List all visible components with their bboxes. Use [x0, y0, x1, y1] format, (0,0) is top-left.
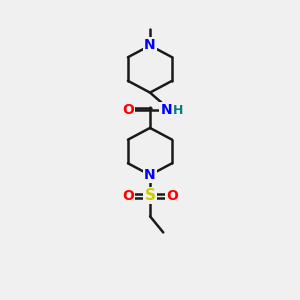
Text: N: N — [160, 103, 172, 117]
Text: S: S — [145, 188, 155, 203]
Text: O: O — [122, 189, 134, 202]
Text: N: N — [144, 168, 156, 182]
Text: N: N — [144, 38, 156, 52]
Text: H: H — [173, 104, 184, 117]
Text: O: O — [122, 103, 134, 117]
Text: O: O — [166, 189, 178, 202]
